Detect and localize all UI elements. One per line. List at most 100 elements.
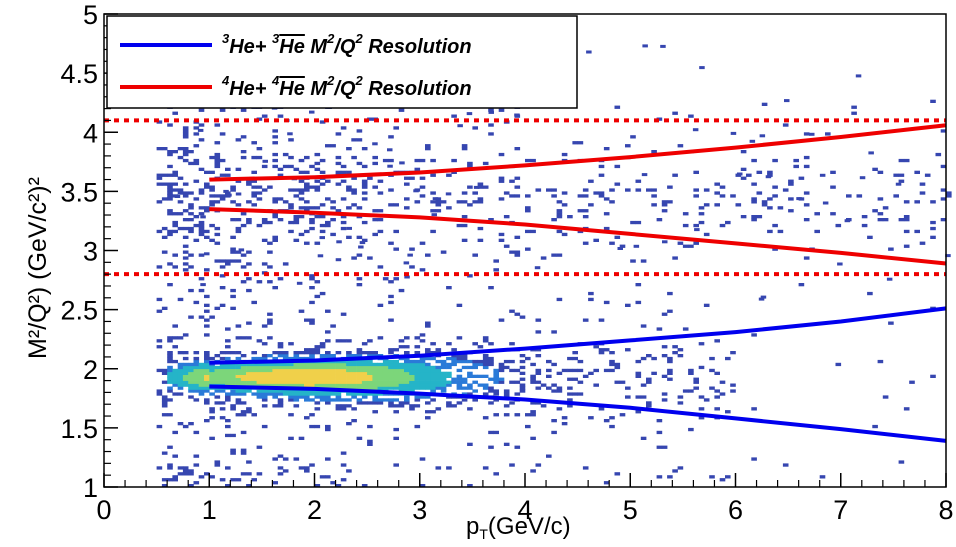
heatmap-cell	[309, 226, 315, 231]
heatmap-cell	[388, 203, 394, 207]
heatmap-cell	[466, 112, 473, 116]
heatmap-cell	[256, 147, 263, 151]
heatmap-cell	[461, 380, 468, 384]
heatmap-cell	[225, 398, 231, 402]
heatmap-cell	[656, 117, 663, 121]
heatmap-cell	[230, 185, 236, 189]
heatmap-cell	[225, 377, 231, 381]
heatmap-cell	[272, 212, 278, 216]
heatmap-cell	[298, 191, 305, 195]
heatmap-cell	[288, 342, 294, 346]
heatmap-cell	[293, 398, 300, 402]
heatmap-cell	[886, 277, 893, 281]
heatmap-cell	[672, 469, 678, 473]
heatmap-cell	[209, 185, 215, 189]
heatmap-cell	[788, 179, 794, 183]
heatmap-cell	[330, 354, 336, 358]
heatmap-cell	[182, 380, 189, 384]
heatmap-cell	[430, 377, 436, 381]
heatmap-cell	[304, 398, 310, 402]
heatmap-cell	[819, 173, 826, 177]
heatmap-cell	[240, 380, 247, 384]
heatmap-cell	[293, 383, 300, 387]
heatmap-cell	[198, 188, 205, 192]
heatmap-cell	[382, 368, 389, 373]
heatmap-cell	[404, 362, 410, 367]
heatmap-cell	[309, 348, 315, 352]
heatmap-cell	[240, 150, 247, 154]
resolution-curves	[209, 123, 947, 443]
heatmap-cell	[272, 377, 278, 381]
heatmap-cell	[346, 371, 352, 375]
heatmap-cell	[198, 365, 205, 370]
heatmap-cell	[598, 194, 605, 198]
heatmap-cell	[872, 167, 878, 171]
heatmap-cell	[582, 188, 589, 192]
heatmap-cell	[177, 362, 184, 367]
heatmap-cell	[272, 389, 278, 393]
heatmap-cell	[267, 318, 273, 322]
heatmap-cell	[356, 392, 363, 396]
heatmap-cell	[419, 457, 426, 461]
heatmap-cell	[335, 365, 342, 370]
heatmap-cell	[230, 371, 236, 375]
heatmap-cell	[256, 371, 263, 375]
heatmap-cell	[314, 395, 321, 399]
heatmap-cell	[240, 212, 247, 216]
heatmap-cell	[309, 354, 315, 358]
heatmap-cell	[482, 356, 489, 361]
heatmap-cell	[467, 374, 473, 378]
heatmap-cell	[430, 380, 436, 384]
heatmap-cell	[161, 235, 168, 239]
heatmap-cell	[188, 315, 194, 319]
heatmap-cell	[193, 430, 200, 435]
heatmap-cell	[251, 351, 257, 355]
heatmap-cell	[314, 241, 321, 245]
heatmap-cell	[635, 359, 642, 364]
heatmap-cell	[293, 365, 300, 370]
heatmap-cell	[240, 472, 247, 476]
heatmap-cell	[261, 362, 268, 367]
heatmap-cell	[419, 386, 426, 390]
heatmap-cell	[235, 380, 242, 384]
heatmap-cell	[298, 232, 305, 237]
heatmap-cell	[525, 209, 531, 213]
heatmap-cell	[482, 161, 489, 166]
heatmap-cell	[509, 179, 515, 183]
heatmap-cell	[367, 362, 373, 367]
heatmap-cell	[419, 395, 426, 399]
heatmap-cell	[398, 368, 405, 373]
heatmap-cell	[451, 359, 457, 364]
heatmap-cell	[346, 422, 352, 426]
heatmap-cell	[509, 401, 515, 405]
heatmap-cell	[182, 268, 189, 272]
heatmap-cell	[172, 359, 178, 364]
heatmap-cell	[261, 354, 268, 358]
heatmap-cell	[277, 454, 284, 458]
heatmap-cell	[372, 401, 378, 405]
heatmap-cell	[246, 218, 252, 222]
heatmap-cell	[346, 365, 352, 370]
heatmap-cell	[425, 395, 431, 399]
heatmap-cell	[367, 439, 373, 443]
heatmap-cell	[457, 124, 463, 128]
heatmap-cell	[193, 223, 200, 228]
heatmap-cell	[298, 215, 305, 219]
heatmap-cell	[377, 371, 384, 375]
heatmap-cell	[625, 395, 631, 399]
heatmap-cell	[488, 132, 494, 136]
heatmap-cell	[551, 430, 557, 435]
heatmap-cell	[272, 200, 278, 204]
heatmap-cell	[282, 368, 289, 373]
heatmap-cell	[304, 365, 310, 370]
heatmap-cell	[414, 368, 421, 373]
heatmap-cell	[519, 354, 526, 358]
heatmap-cell	[693, 241, 699, 245]
heatmap-cell	[361, 371, 368, 375]
heatmap-cell	[546, 386, 552, 390]
heatmap-cell	[751, 457, 757, 461]
heatmap-cell	[703, 398, 710, 402]
heatmap-cell	[256, 280, 263, 284]
heatmap-cell	[577, 392, 584, 396]
heatmap-cell	[177, 155, 184, 160]
